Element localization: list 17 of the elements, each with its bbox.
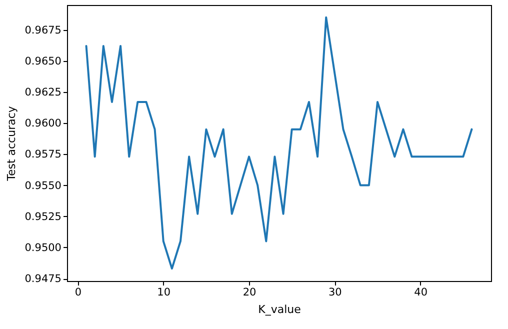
y-tick-label: 0.9675 [24, 24, 62, 36]
line-series [85, 16, 473, 270]
y-tick-label: 0.9575 [24, 148, 62, 161]
y-tick-label: 0.9650 [24, 55, 62, 68]
y-tick-label: 0.9475 [24, 273, 62, 286]
y-tick-label: 0.9525 [24, 210, 62, 223]
x-axis-title: K_value [258, 303, 302, 316]
x-tick-label: 20 [242, 286, 256, 298]
x-tick-label: 10 [157, 286, 171, 298]
y-axis-title: Test accuracy [4, 106, 18, 182]
x-tick-label: 30 [328, 286, 342, 298]
x-tick-label: 40 [414, 286, 428, 298]
y-tick-label: 0.9500 [24, 242, 62, 254]
y-tick-label: 0.9600 [24, 118, 62, 130]
x-tick-label: 0 [74, 286, 82, 298]
y-tick-label: 0.9625 [24, 86, 62, 99]
y-tick-label: 0.9550 [24, 180, 62, 192]
